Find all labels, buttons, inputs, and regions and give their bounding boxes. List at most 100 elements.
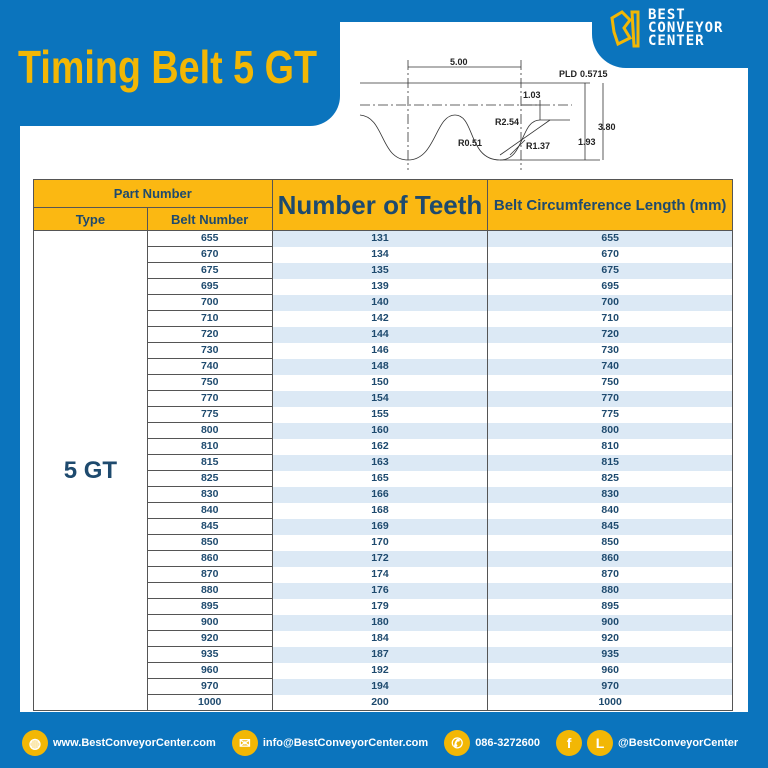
belt-number-cell: 900 xyxy=(146,614,273,631)
radius-254: R2.54 xyxy=(495,117,519,127)
belt-number-cell: 880 xyxy=(146,582,273,599)
table-row: 900 180 900 xyxy=(34,614,733,631)
teeth-cell: 170 xyxy=(271,534,489,551)
pld-value: 0.5715 xyxy=(580,69,608,79)
length-cell: 700 xyxy=(487,294,733,311)
table-row: 815 163 815 xyxy=(34,454,733,471)
belt-number-cell: 845 xyxy=(146,518,273,535)
header-number-of-teeth: Number of Teeth xyxy=(271,179,489,231)
belt-number-cell: 800 xyxy=(146,422,273,439)
table-row: 845 169 845 xyxy=(34,518,733,535)
teeth-cell: 148 xyxy=(271,358,489,375)
belt-number-cell: 710 xyxy=(146,310,273,327)
social-handle[interactable]: @BestConveyorCenter xyxy=(618,737,739,749)
teeth-cell: 168 xyxy=(271,502,489,519)
length-cell: 895 xyxy=(487,598,733,615)
length-cell: 1000 xyxy=(487,694,733,711)
teeth-cell: 174 xyxy=(271,566,489,583)
length-cell: 960 xyxy=(487,662,733,679)
belt-number-cell: 1000 xyxy=(146,694,273,711)
line-icon[interactable]: L xyxy=(587,730,614,756)
teeth-cell: 134 xyxy=(271,246,489,263)
table-row: 670 134 670 xyxy=(34,246,733,263)
teeth-cell: 184 xyxy=(271,630,489,647)
pitch-label: 5.00 xyxy=(450,57,468,67)
table-row: 810 162 810 xyxy=(34,438,733,455)
teeth-cell: 162 xyxy=(271,438,489,455)
length-cell: 870 xyxy=(487,566,733,583)
length-cell: 775 xyxy=(487,406,733,423)
belt-number-cell: 810 xyxy=(146,438,273,455)
belt-number-cell: 860 xyxy=(146,550,273,567)
length-cell: 825 xyxy=(487,470,733,487)
table-row: 870 174 870 xyxy=(34,566,733,583)
teeth-cell: 135 xyxy=(271,262,489,279)
length-cell: 750 xyxy=(487,374,733,391)
length-cell: 900 xyxy=(487,614,733,631)
table-row: 1000 200 1000 xyxy=(34,694,733,711)
logo: BEST CONVEYOR CENTER xyxy=(608,8,723,48)
belt-number-cell: 840 xyxy=(146,502,273,519)
table-row: 770 154 770 xyxy=(34,390,733,407)
table-row: 720 144 720 xyxy=(34,326,733,343)
logo-line1: BEST xyxy=(648,6,686,23)
globe-icon: ◍ xyxy=(22,730,48,756)
length-cell: 845 xyxy=(487,518,733,535)
length-cell: 860 xyxy=(487,550,733,567)
belt-number-cell: 740 xyxy=(146,358,273,375)
table-row: 700 140 700 xyxy=(34,294,733,311)
table-row: 825 165 825 xyxy=(34,470,733,487)
belt-number-cell: 700 xyxy=(146,294,273,311)
title-banner xyxy=(0,0,340,126)
belt-number-cell: 730 xyxy=(146,342,273,359)
email-link[interactable]: info@BestConveyorCenter.com xyxy=(262,737,429,749)
length-cell: 710 xyxy=(487,310,733,327)
radius-051: R0.51 xyxy=(458,138,482,148)
belt-number-cell: 920 xyxy=(146,630,273,647)
length-cell: 840 xyxy=(487,502,733,519)
belt-number-cell: 750 xyxy=(146,374,273,391)
table-row: 740 148 740 xyxy=(34,358,733,375)
belt-number-cell: 670 xyxy=(146,246,273,263)
length-cell: 740 xyxy=(487,358,733,375)
phone-number[interactable]: 086-3272600 xyxy=(475,737,541,749)
teeth-cell: 180 xyxy=(271,614,489,631)
belt-number-cell: 815 xyxy=(146,454,273,471)
length-cell: 815 xyxy=(487,454,733,471)
teeth-cell: 142 xyxy=(271,310,489,327)
length-cell: 935 xyxy=(487,646,733,663)
teeth-cell: 165 xyxy=(271,470,489,487)
length-cell: 970 xyxy=(487,678,733,695)
belt-number-cell: 695 xyxy=(146,278,273,295)
length-cell: 880 xyxy=(487,582,733,599)
belt-number-cell: 895 xyxy=(146,598,273,615)
belt-number-cell: 960 xyxy=(146,662,273,679)
footer: ◍ www.BestConveyorCenter.com ✉ info@Best… xyxy=(22,730,738,756)
teeth-cell: 192 xyxy=(271,662,489,679)
length-cell: 770 xyxy=(487,390,733,407)
pld-label: PLD xyxy=(559,69,578,79)
length-cell: 810 xyxy=(487,438,733,455)
phone-icon: ✆ xyxy=(444,730,471,756)
teeth-cell: 146 xyxy=(271,342,489,359)
website-link[interactable]: www.BestConveyorCenter.com xyxy=(53,737,216,749)
teeth-cell: 163 xyxy=(271,454,489,471)
type-cell: 5 GT xyxy=(33,230,148,711)
length-cell: 730 xyxy=(487,342,733,359)
table-row: 675 135 675 xyxy=(34,262,733,279)
teeth-cell: 187 xyxy=(271,646,489,663)
teeth-cell: 176 xyxy=(271,582,489,599)
teeth-cell: 200 xyxy=(271,694,489,711)
dim-103: 1.03 xyxy=(523,90,541,100)
belt-profile-diagram: 5.00 PLD 0.5715 1.03 R2.54 R0.51 R1.37 3… xyxy=(359,57,616,170)
teeth-cell: 169 xyxy=(271,518,489,535)
belt-number-cell: 830 xyxy=(146,486,273,503)
length-cell: 830 xyxy=(487,486,733,503)
table-row: 750 150 750 xyxy=(34,374,733,391)
table-row: 5 GT 655 131 655 xyxy=(33,230,733,711)
header-belt-number: Belt Number xyxy=(146,207,273,231)
facebook-icon[interactable]: f xyxy=(556,730,583,756)
belt-number-cell: 825 xyxy=(146,470,273,487)
teeth-cell: 144 xyxy=(271,326,489,343)
length-cell: 655 xyxy=(487,230,733,247)
